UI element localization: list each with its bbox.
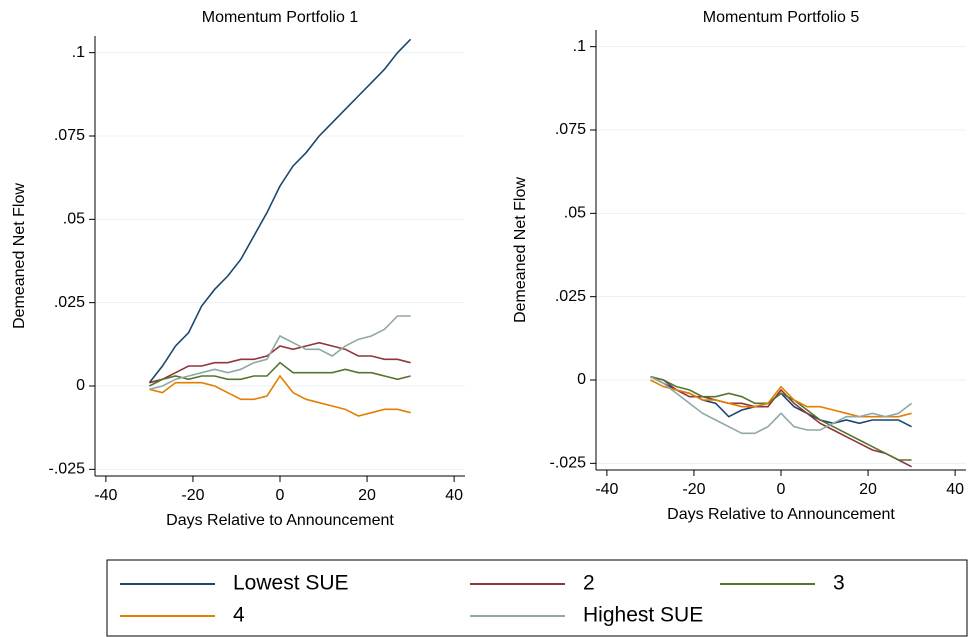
x-axis-title: Days Relative to Announcement [166,512,394,529]
y-tick-label: .05 [564,205,586,222]
series-line [650,375,912,468]
legend-label: Lowest SUE [233,572,349,595]
series-line [149,315,411,391]
y-tick-label: .075 [54,127,85,144]
x-tick-label: 20 [859,481,877,498]
y-tick-label: -.025 [550,455,587,472]
legend-label: 2 [583,572,595,595]
series-line [149,374,411,417]
legend-box [106,559,968,637]
y-tick-label: 0 [577,371,586,388]
series-line [149,341,411,384]
y-tick-label: .075 [555,121,586,138]
y-tick-label: -.025 [49,461,86,478]
x-tick-label: 0 [276,487,285,504]
legend-label: Highest SUE [583,604,703,627]
y-tick-label: .1 [72,44,85,61]
y-axis-title: Demeaned Net Flow [512,177,529,323]
y-tick-label: 0 [76,377,85,394]
legend-label: 3 [833,572,845,595]
x-tick-label: -40 [94,487,117,504]
series-line [650,375,912,461]
x-tick-label: 40 [445,487,463,504]
chart-title: Momentum Portfolio 1 [202,9,359,26]
series-line [148,38,412,384]
x-tick-label: 20 [358,487,376,504]
chart-title: Momentum Portfolio 5 [703,9,860,26]
x-tick-label: -20 [181,487,204,504]
x-tick-label: 40 [946,481,964,498]
y-tick-label: .025 [555,288,586,305]
x-tick-label: 0 [777,481,786,498]
series-line [650,375,913,435]
series-line [650,379,912,418]
series-line [149,361,411,387]
y-tick-label: .1 [573,38,586,55]
y-axis-title: Demeaned Net Flow [11,183,28,329]
series-line [650,375,912,428]
y-tick-label: .05 [63,211,85,228]
y-tick-label: .025 [54,294,85,311]
x-axis-title: Days Relative to Announcement [667,506,895,523]
x-tick-label: -20 [682,481,705,498]
x-tick-label: -40 [595,481,618,498]
legend-label: 4 [233,604,245,627]
